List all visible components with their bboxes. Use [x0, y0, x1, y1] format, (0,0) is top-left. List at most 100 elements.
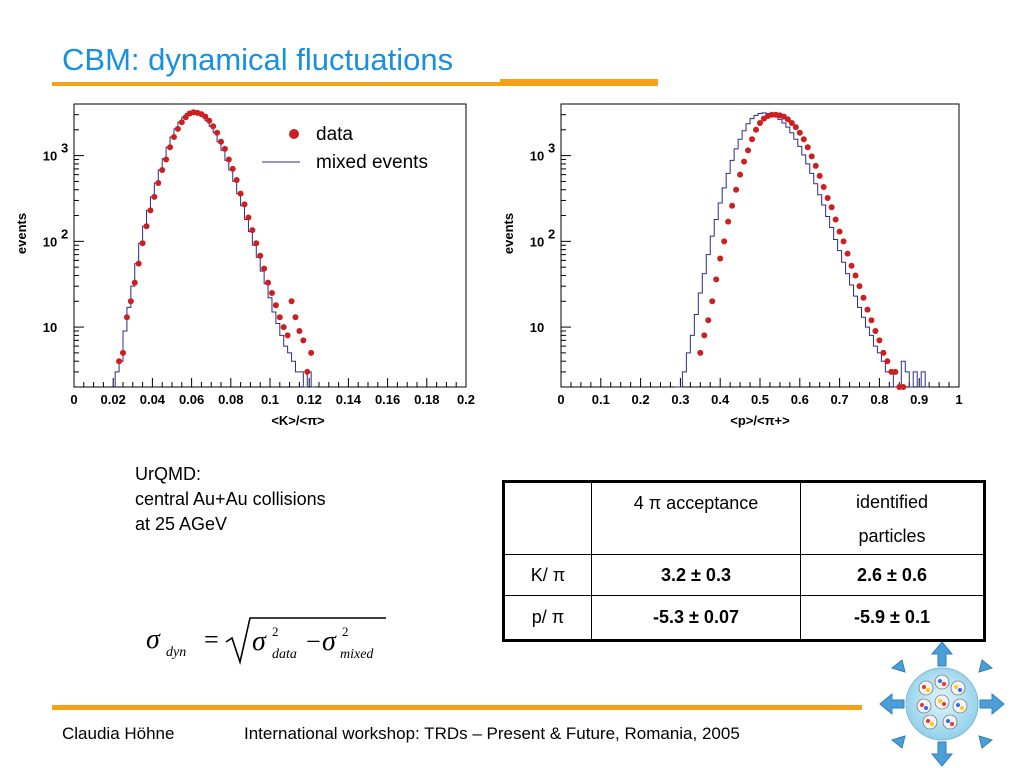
formula-sub-data: data [272, 647, 297, 662]
data-point [828, 204, 835, 211]
data-point [182, 114, 189, 121]
y-tick-exponent: 3 [548, 141, 555, 156]
data-point [705, 317, 712, 324]
data-point [308, 349, 315, 356]
data-point [268, 289, 275, 296]
plot-frame [560, 103, 960, 388]
data-point [300, 337, 307, 344]
formula-equals: = [204, 625, 219, 654]
data-point [800, 136, 807, 143]
y-tick-exponent: 2 [61, 226, 68, 241]
x-tick-label: 0.5 [751, 392, 769, 407]
data-point [713, 276, 720, 283]
table-header-empty [503, 480, 592, 556]
data-point [824, 195, 831, 202]
x-tick-label: 0.06 [179, 392, 204, 407]
y-axis-label: events [14, 213, 29, 254]
x-tick-label: 1 [955, 392, 962, 407]
data-point [832, 216, 839, 223]
data-point [816, 172, 823, 179]
table-cell: -5.9 ± 0.1 [800, 595, 985, 641]
cbm-logo-icon [879, 641, 1005, 767]
data-point [241, 201, 248, 208]
formula-sigma-mixed: σ [322, 626, 337, 657]
y-tick-exponent: 3 [61, 141, 68, 156]
data-point [229, 165, 236, 172]
data-point [304, 368, 311, 375]
data-point [139, 240, 146, 247]
x-tick-label: 0.9 [910, 392, 928, 407]
x-tick-label: 0.2 [632, 392, 650, 407]
data-point [808, 153, 815, 160]
data-point [753, 126, 760, 133]
data-point [757, 120, 763, 127]
data-point [253, 240, 260, 247]
data-point [151, 193, 158, 200]
data-point [721, 238, 728, 245]
data-point [127, 298, 134, 305]
data-point [733, 186, 740, 193]
data-point [840, 238, 847, 245]
formula-sup-mixed: 2 [342, 624, 349, 639]
legend-data-marker [289, 129, 299, 139]
data-point [249, 227, 256, 234]
title-underline [52, 82, 658, 86]
x-tick-label: 0.16 [375, 392, 400, 407]
x-tick-label: 0.18 [414, 392, 439, 407]
slide-title: CBM: dynamical fluctuations [62, 42, 454, 77]
data-point [709, 298, 716, 305]
footer-divider [52, 705, 862, 710]
data-point [876, 337, 883, 344]
formula-sub-dyn: dyn [166, 645, 186, 660]
data-point [174, 125, 181, 132]
title-underline-accent [500, 79, 658, 82]
data-point [143, 223, 150, 230]
data-point [116, 358, 123, 365]
x-tick-label: 0.2 [457, 392, 475, 407]
data-point [729, 202, 736, 209]
data-point [276, 314, 283, 321]
legend-mixed-label: mixed events [316, 152, 428, 173]
x-tick-label: 0.1 [592, 392, 610, 407]
mixed-events-histogram [674, 112, 930, 388]
formula-sub-mixed: mixed [340, 647, 374, 662]
y-axis-label: events [501, 213, 516, 254]
data-point [848, 262, 855, 269]
y-tick-label: 10 [530, 234, 544, 249]
x-tick-label: 0.3 [671, 392, 689, 407]
data-point [701, 332, 708, 339]
formula-sigma-data: σ [252, 626, 267, 657]
data-point [717, 255, 724, 262]
data-point [167, 144, 174, 151]
mixed-events-histogram [114, 111, 316, 388]
y-tick-label: 10 [43, 234, 57, 249]
data-point [131, 279, 138, 286]
data-point [745, 147, 752, 154]
data-point [697, 349, 704, 356]
table-header-row: 4 π acceptance identified particles [503, 480, 985, 556]
x-tick-label: 0.04 [140, 392, 166, 407]
data-point [210, 123, 217, 130]
x-tick-label: 0.12 [297, 392, 322, 407]
x-tick-label: 0.14 [336, 392, 362, 407]
table-row: p/ π -5.3 ± 0.07 -5.9 ± 0.1 [503, 595, 985, 641]
data-point [225, 156, 232, 163]
sigma-dyn-formula: σ dyn = σ 2 data − σ 2 mixed [146, 617, 386, 665]
table-header-identified-text: identified particles [855, 491, 929, 546]
data-point [292, 314, 299, 321]
data-point [135, 260, 142, 267]
data-point [163, 156, 170, 163]
data-point [741, 158, 748, 165]
table-cell: -5.3 ± 0.07 [591, 595, 801, 641]
data-point [737, 171, 744, 178]
data-point [284, 332, 291, 339]
data-point [892, 368, 899, 375]
data-point [218, 138, 224, 145]
y-tick-label: 10 [43, 320, 57, 335]
y-tick-label: 10 [530, 149, 544, 164]
x-axis-label: <K>/<π> [271, 413, 325, 428]
formula-sup-data: 2 [272, 624, 279, 639]
info-line-3: at 25 AGeV [135, 514, 228, 534]
